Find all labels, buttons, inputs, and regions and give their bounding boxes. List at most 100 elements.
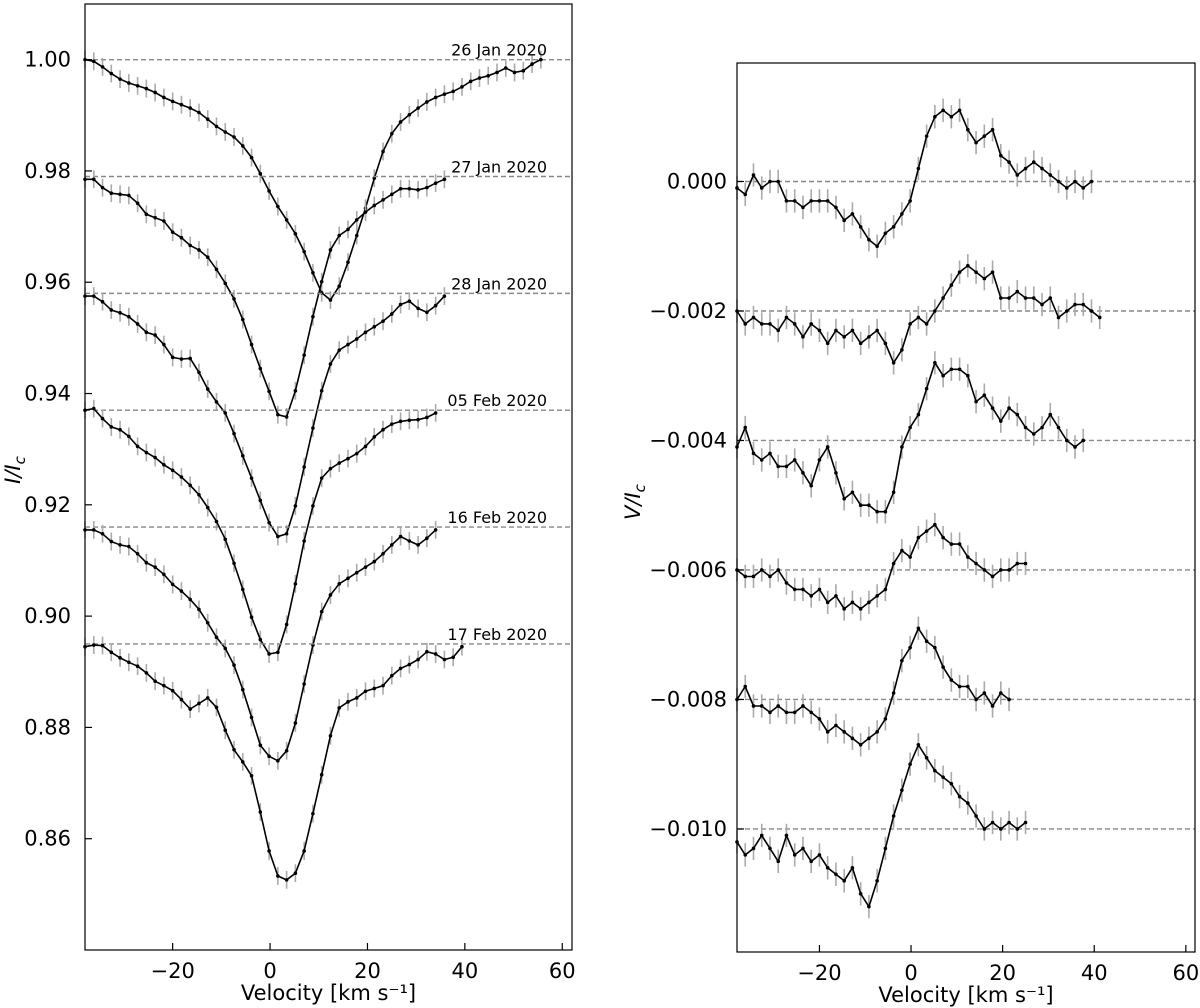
right-series-0-point — [1031, 160, 1036, 164]
left-series-3-point — [328, 466, 333, 471]
left-series-5-point — [276, 874, 280, 878]
right-series-1-point — [916, 315, 921, 320]
left-series-5-point — [328, 733, 333, 738]
left-series-1-point — [381, 198, 385, 202]
left-series-3-point — [267, 652, 271, 656]
left-series-5-point — [170, 688, 175, 693]
right-series-3-point — [949, 542, 954, 546]
right-series-0-point — [900, 212, 904, 216]
left-series-3-point — [223, 537, 228, 542]
left-series-5-point — [442, 657, 447, 662]
left-series-2-point — [135, 322, 140, 326]
right-series-2-point — [1040, 425, 1044, 430]
left-series-4-point — [223, 646, 228, 651]
right-series-5-point — [1015, 827, 1020, 831]
left-series-5-point — [372, 686, 377, 691]
right-series-4-point — [1007, 697, 1011, 702]
left-series-2-point — [162, 342, 166, 347]
left-series-1-point — [433, 181, 438, 185]
left-series-4-point — [346, 576, 350, 581]
right-series-5-point — [801, 846, 805, 851]
right-series-5-point — [1023, 820, 1028, 825]
left-series-4-point — [179, 589, 184, 593]
right-series-2-point — [759, 458, 764, 462]
left-series-0-point — [91, 59, 96, 64]
left-series-2-point — [144, 330, 149, 335]
left-series-2-point — [416, 306, 420, 311]
right-series-0-point — [916, 166, 921, 171]
right-series-0-point — [883, 231, 888, 236]
left-series-2-point — [249, 476, 254, 480]
right-series-0-point — [933, 114, 937, 119]
left-series-2-point — [354, 337, 359, 341]
left-series-2-point — [188, 356, 192, 361]
left-series-0-point — [311, 270, 315, 275]
left-series-1-point — [390, 192, 394, 197]
left-series-4-point — [214, 635, 219, 640]
right-series-1-point — [982, 276, 987, 281]
right-series-0-point — [784, 199, 789, 203]
left-series-0-point — [162, 95, 166, 100]
left-series-1-point — [416, 188, 420, 192]
left-series-4-point — [337, 582, 342, 586]
right-series-2-point — [941, 373, 945, 378]
left-series-5-point — [337, 706, 342, 710]
left-series-1-point — [258, 366, 263, 371]
right-series-4-point — [990, 704, 995, 708]
left-series-0-point — [267, 189, 271, 193]
left-series-5-point — [311, 811, 315, 816]
right-series-3-point — [891, 561, 896, 566]
right-series-1-point — [1023, 296, 1028, 300]
left-panel-stokes-i: 26 Jan 2020 27 Jan 2020 28 Jan 2020 05 Feb … — [1, 3, 576, 1005]
right-series-5-point — [933, 768, 937, 773]
right-series-5-point — [850, 866, 855, 870]
left-series-4-point — [433, 528, 438, 532]
right-series-4-point — [850, 736, 855, 741]
left-series-4-point — [276, 759, 280, 763]
right-y-tick-label: −0.008 — [649, 687, 727, 711]
left-x-tick-label: 20 — [354, 959, 381, 983]
left-series-2-point — [214, 400, 219, 404]
right-series-1-point — [858, 341, 863, 346]
left-series-0-point — [337, 284, 342, 288]
left-series-2-point — [319, 388, 324, 393]
left-series-1-point — [240, 317, 245, 322]
right-series-4-point — [751, 704, 756, 708]
left-series-2-point — [442, 294, 447, 298]
right-series-4-point — [891, 691, 896, 695]
right-series-5-point — [982, 827, 987, 831]
left-series-1-point — [188, 243, 192, 248]
left-series-3-point — [91, 406, 96, 411]
left-series-2-point — [91, 294, 96, 298]
left-series-2-point — [100, 299, 105, 304]
left-series-5-point — [319, 772, 324, 777]
left-series-3-point — [249, 615, 254, 620]
left-series-4-point — [319, 609, 324, 614]
left-series-5-point — [284, 878, 289, 882]
left-series-5-point — [451, 655, 455, 660]
left-series-2-point — [170, 355, 175, 360]
right-series-2-point — [966, 373, 970, 378]
right-series-2-point — [751, 451, 756, 456]
left-series-3-point — [302, 539, 306, 543]
right-series-0-point — [743, 192, 748, 197]
right-series-5-point — [883, 846, 888, 851]
right-series-1-point — [1031, 296, 1036, 300]
right-series-0-point — [875, 244, 879, 249]
right-series-0-point — [1040, 166, 1044, 171]
right-series-2-point — [768, 451, 772, 456]
right-series-0-point — [949, 114, 954, 119]
right-series-3-point — [842, 607, 846, 611]
left-series-5-point — [267, 849, 271, 853]
left-series-4-point — [135, 551, 140, 556]
left-series-3-point — [153, 455, 157, 460]
right-series-1-point — [875, 328, 879, 333]
left-y-tick-label: 0.96 — [24, 270, 71, 294]
right-series-1-point — [941, 296, 945, 300]
left-series-2-point — [293, 504, 298, 508]
right-series-0-point — [1023, 166, 1028, 171]
right-series-1-point — [1089, 309, 1094, 313]
left-series-0-point — [214, 124, 219, 129]
right-series-5-point — [908, 762, 912, 767]
left-series-1-point — [363, 210, 368, 214]
